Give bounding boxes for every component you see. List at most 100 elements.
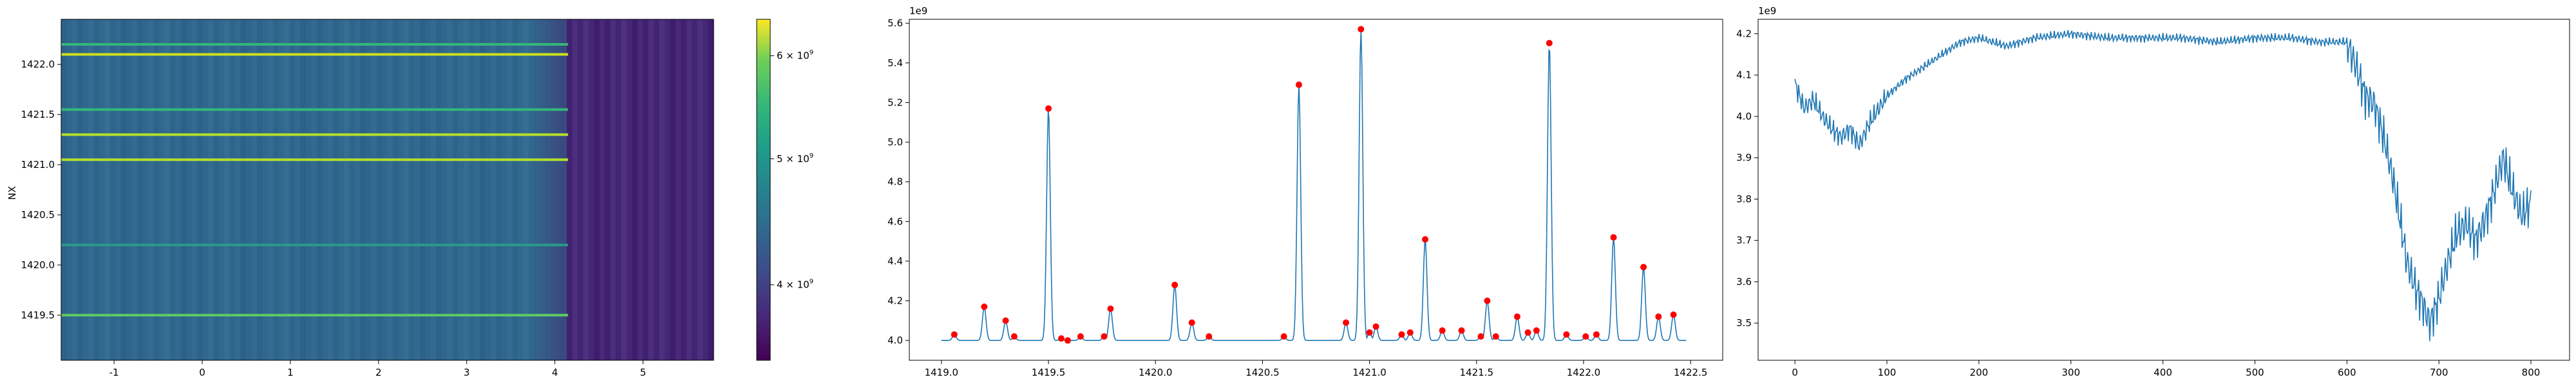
heatmap-column bbox=[371, 19, 377, 360]
x-tick-label: 1422.0 bbox=[1567, 367, 1601, 378]
peak-marker bbox=[1077, 333, 1084, 340]
heatmap-columns bbox=[61, 19, 714, 360]
heatmap-column bbox=[164, 19, 171, 360]
x-tick-label: 200 bbox=[1970, 367, 1989, 378]
peaks-markers bbox=[951, 26, 1677, 344]
y-tick-label: 1419.5 bbox=[21, 309, 55, 321]
peak-marker bbox=[1002, 317, 1009, 324]
peak-marker bbox=[1366, 329, 1373, 336]
y-tick-label: 4.0 bbox=[1736, 111, 1752, 122]
peak-marker bbox=[1188, 319, 1195, 326]
colorbar-tick-label: 5 × 109 bbox=[777, 152, 813, 165]
x-tick-label: 0 bbox=[199, 367, 205, 378]
heatmap-column bbox=[137, 19, 144, 360]
y-tick-label: 3.9 bbox=[1736, 152, 1752, 163]
heatmap-column bbox=[267, 19, 274, 360]
heatmap-highlight-row bbox=[61, 53, 569, 56]
heatmap-column bbox=[507, 19, 513, 360]
y-tick-label: 5.4 bbox=[887, 57, 903, 69]
heatmap-highlight-rows bbox=[61, 42, 569, 317]
x-tick-label: 2 bbox=[375, 367, 382, 378]
peaks-plot-frame bbox=[909, 19, 1723, 361]
heatmap-column bbox=[643, 19, 649, 360]
x-tick-label: 1421.0 bbox=[1352, 367, 1387, 378]
x-tick-label: 1420.5 bbox=[1245, 367, 1280, 378]
profile-line-panel: 0 100 200 300 400 500 600 700 800 3.53.63.73.83.… bbox=[1736, 5, 2570, 378]
x-tick-label: 600 bbox=[2338, 367, 2356, 378]
colorbar: 4 × 109 5 × 109 6 × 109 bbox=[756, 19, 813, 361]
x-tick-label: 0 bbox=[1792, 367, 1798, 378]
heatmap-panel: -1 0 1 2 3 4 5 1419.51420.01420.51421.01421.51… bbox=[6, 19, 714, 378]
y-tick-label: 1422.0 bbox=[21, 59, 55, 70]
peak-marker bbox=[1524, 329, 1531, 336]
heatmap-column bbox=[175, 19, 182, 360]
heatmap-column bbox=[191, 19, 198, 360]
heatmap-column bbox=[115, 19, 122, 360]
heatmap-column bbox=[501, 19, 507, 360]
heatmap-highlight-row bbox=[61, 42, 569, 46]
x-tick-label: 5 bbox=[640, 367, 647, 378]
heatmap-highlight-row bbox=[61, 313, 569, 317]
heatmap-column bbox=[703, 19, 709, 360]
peak-marker bbox=[1358, 26, 1365, 33]
heatmap-column bbox=[458, 19, 464, 360]
heatmap-column bbox=[686, 19, 692, 360]
x-tick-label: 1420.0 bbox=[1139, 367, 1173, 378]
peak-marker bbox=[1439, 327, 1446, 334]
heatmap-column bbox=[354, 19, 361, 360]
x-tick-label: 100 bbox=[1878, 367, 1897, 378]
heatmap-column bbox=[278, 19, 285, 360]
heatmap-column bbox=[665, 19, 671, 360]
heatmap-column bbox=[632, 19, 638, 360]
y-tick-label: 4.2 bbox=[887, 295, 903, 307]
heatmap-column bbox=[213, 19, 220, 360]
heatmap-column bbox=[120, 19, 127, 360]
profile-x-ticks: 0 100 200 300 400 500 600 700 800 bbox=[1792, 360, 2540, 378]
heatmap-column bbox=[88, 19, 95, 360]
y-tick-label: 5.6 bbox=[887, 17, 903, 29]
heatmap-column bbox=[474, 19, 480, 360]
heatmap-column bbox=[469, 19, 475, 360]
heatmap-column bbox=[327, 19, 334, 360]
heatmap-column bbox=[490, 19, 497, 360]
heatmap-frame bbox=[61, 19, 714, 361]
heatmap-column bbox=[316, 19, 323, 360]
y-tick-label: 4.4 bbox=[887, 255, 903, 267]
y-tick-label: 3.7 bbox=[1736, 235, 1752, 246]
heatmap-column bbox=[99, 19, 106, 360]
peak-marker bbox=[1422, 236, 1429, 243]
heatmap-column bbox=[637, 19, 643, 360]
peak-marker bbox=[1484, 297, 1491, 304]
heatmap-column bbox=[387, 19, 393, 360]
heatmap-column bbox=[131, 19, 138, 360]
heatmap-highlight-row bbox=[61, 158, 569, 161]
heatmap-column bbox=[251, 19, 258, 360]
peak-marker bbox=[1655, 313, 1662, 320]
heatmap-column bbox=[126, 19, 133, 360]
profile-y-multiplier: 1e9 bbox=[1758, 5, 1776, 17]
heatmap-column bbox=[452, 19, 459, 360]
peak-marker bbox=[1582, 333, 1589, 340]
heatmap-column bbox=[229, 19, 236, 360]
heatmap-column bbox=[534, 19, 540, 360]
peak-marker bbox=[1406, 329, 1414, 336]
heatmap-column bbox=[616, 19, 622, 360]
peak-marker bbox=[1295, 81, 1302, 88]
heatmap-column bbox=[420, 19, 426, 360]
heatmap-column bbox=[414, 19, 421, 360]
heatmap-column bbox=[496, 19, 502, 360]
peak-marker bbox=[1593, 331, 1600, 338]
y-tick-label: 1421.5 bbox=[21, 109, 55, 120]
heatmap-column bbox=[360, 19, 366, 360]
heatmap-column bbox=[425, 19, 431, 360]
heatmap-column bbox=[523, 19, 529, 360]
peak-marker bbox=[981, 303, 988, 310]
heatmap-column bbox=[61, 19, 68, 360]
heatmap-column bbox=[572, 19, 578, 360]
heatmap-column bbox=[365, 19, 372, 360]
peaks-x-ticks: 1419.0 1419.5 1420.0 1420.5 1421.0 1421.5 1422… bbox=[925, 360, 1707, 378]
heatmap-column bbox=[561, 19, 567, 360]
peak-marker bbox=[1064, 337, 1071, 344]
heatmap-column bbox=[311, 19, 317, 360]
heatmap-column bbox=[104, 19, 111, 360]
